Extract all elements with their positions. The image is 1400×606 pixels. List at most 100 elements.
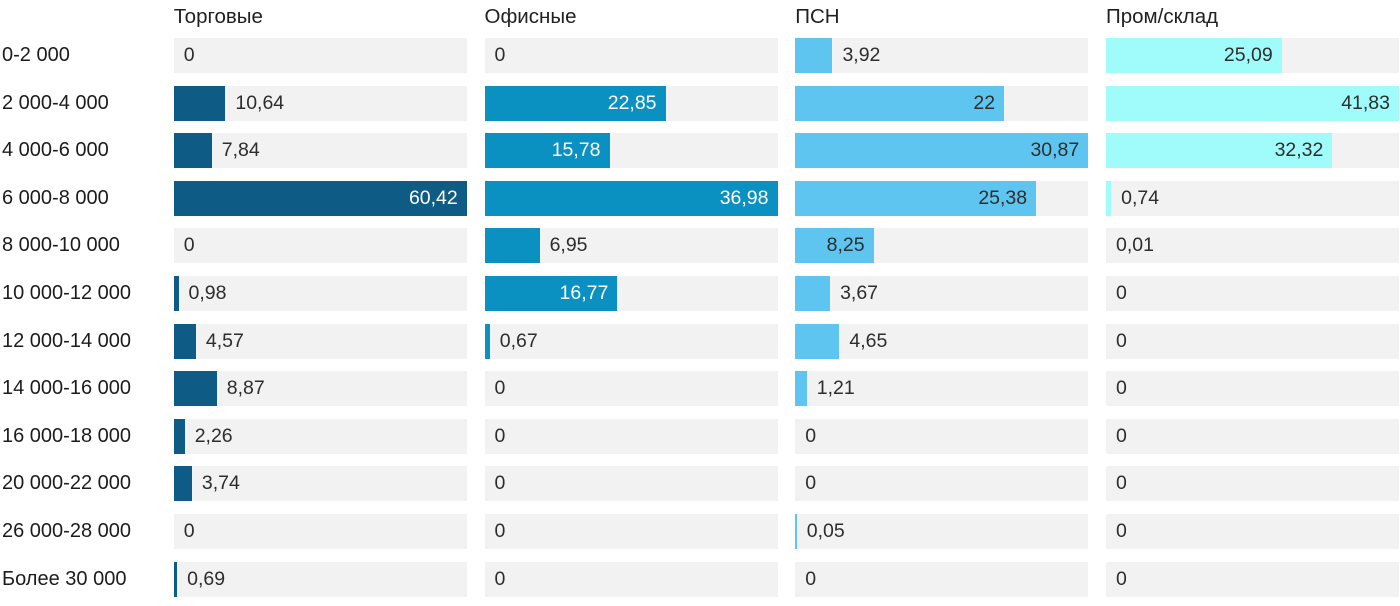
chart-row: 20 000-22 000 3,74 0 0 0 [0, 466, 1400, 502]
value-label: 0 [805, 567, 817, 590]
bar-track: 4,57 [173, 323, 467, 359]
value-label: 3,92 [842, 44, 881, 66]
bar-track: 0 [484, 371, 778, 407]
value-label: 4,65 [849, 329, 888, 352]
value-label: 30,87 [1030, 139, 1080, 162]
value-bar [173, 371, 217, 407]
bar-track: 32,32 [1106, 133, 1399, 169]
value-label: 0 [1116, 281, 1127, 304]
chart-row: 6 000-8 000 60,42 36,98 25,38 0,74 [0, 180, 1400, 216]
value-bar [1106, 133, 1333, 169]
value-bar [795, 133, 1089, 169]
row-label: 20 000-22 000 [2, 472, 132, 495]
value-bar [484, 180, 778, 216]
value-label: 60,42 [408, 186, 458, 209]
value-bar [795, 275, 831, 311]
chart-row: 0-2 000 0 0 3,92 25,09 [0, 38, 1400, 73]
bar-track: 0 [1106, 513, 1399, 549]
bar-track: 22 [795, 85, 1089, 121]
value-label: 0 [494, 44, 506, 66]
bar-track: 0 [1106, 323, 1399, 359]
bar-track: 0 [1106, 275, 1399, 311]
bar-track: 0 [484, 38, 778, 73]
value-bar [173, 561, 178, 597]
bar-track: 0,74 [1106, 180, 1399, 216]
value-label: 0 [183, 234, 195, 257]
column-header-3: ПСН [795, 5, 840, 28]
value-label: 0,98 [188, 281, 227, 304]
value-bar [795, 228, 874, 264]
bar-track: 25,38 [795, 180, 1089, 216]
value-bar [173, 323, 196, 359]
bar-track: 0 [1106, 466, 1399, 502]
chart-row: Более 30 000 0,69 0 0 0 [0, 561, 1400, 597]
value-label: 15,78 [551, 139, 601, 162]
value-label: 0 [183, 44, 195, 66]
value-label: 32,32 [1274, 139, 1324, 162]
value-bar [795, 513, 797, 549]
value-bar [795, 371, 807, 407]
value-label: 10,64 [235, 91, 285, 114]
value-label: 0 [494, 424, 506, 447]
value-bar [173, 275, 179, 311]
bar-track: 3,92 [795, 38, 1089, 73]
value-label: 6,95 [549, 234, 588, 257]
value-bar [173, 418, 185, 454]
bar-track: 0 [173, 38, 467, 73]
value-bar [484, 275, 618, 311]
chart-row: 16 000-18 000 2,26 0 0 0 [0, 418, 1400, 454]
value-bar [1106, 180, 1112, 216]
value-bar [484, 228, 540, 264]
bar-track: 1,21 [795, 371, 1089, 407]
chart-row: 2 000-4 000 10,64 22,85 22 41,83 [0, 85, 1400, 121]
bar-track: 0 [173, 228, 467, 264]
value-label: 0 [494, 567, 506, 590]
value-bar [173, 85, 226, 121]
row-label: 16 000-18 000 [2, 424, 132, 447]
bar-track: 0 [173, 513, 467, 549]
row-label: 8 000-10 000 [2, 234, 120, 257]
bar-track: 0 [1106, 371, 1399, 407]
value-label: 0,74 [1121, 186, 1160, 209]
column-header-4: Пром/склад [1106, 5, 1219, 28]
bar-track: 10,64 [173, 85, 467, 121]
column-headers: Торговые Офисные ПСН Пром/склад [0, 2, 1400, 32]
value-label: 8,25 [826, 234, 865, 257]
value-label: 0 [1116, 567, 1127, 590]
bar-track: 22,85 [484, 85, 778, 121]
row-label: 14 000-16 000 [2, 377, 132, 400]
value-label: 0,01 [1116, 234, 1154, 257]
row-label: 12 000-14 000 [2, 329, 132, 352]
value-bar [795, 323, 840, 359]
row-label: 2 000-4 000 [2, 91, 109, 114]
value-label: 3,67 [840, 281, 879, 304]
value-label: 25,09 [1223, 44, 1273, 66]
bar-track: 41,83 [1106, 85, 1399, 121]
value-bar [484, 323, 490, 359]
chart-row: 8 000-10 000 0 6,95 8,25 0,01 [0, 228, 1400, 264]
value-label: 2,26 [194, 424, 233, 447]
value-label: 1,21 [816, 377, 855, 400]
bar-track: 0 [795, 561, 1089, 597]
row-label: 0-2 000 [2, 44, 70, 66]
value-bar [1106, 38, 1282, 73]
row-label: 10 000-12 000 [2, 281, 132, 304]
bar-track: 0 [1106, 418, 1399, 454]
row-label: 4 000-6 000 [2, 139, 109, 162]
bar-track: 0 [484, 466, 778, 502]
bar-track: 2,26 [173, 418, 467, 454]
value-label: 0 [1116, 519, 1127, 542]
value-label: 0,05 [806, 519, 845, 542]
value-label: 36,98 [719, 186, 769, 209]
bar-track: 8,25 [795, 228, 1089, 264]
bar-track: 30,87 [795, 133, 1089, 169]
value-label: 0 [1116, 424, 1127, 447]
bar-track: 0,69 [173, 561, 467, 597]
bar-track: 0,67 [484, 323, 778, 359]
bar-track: 3,74 [173, 466, 467, 502]
bar-track: 0 [795, 418, 1089, 454]
value-label: 7,84 [221, 139, 260, 162]
value-label: 41,83 [1341, 91, 1390, 114]
row-label: Более 30 000 [2, 567, 127, 590]
